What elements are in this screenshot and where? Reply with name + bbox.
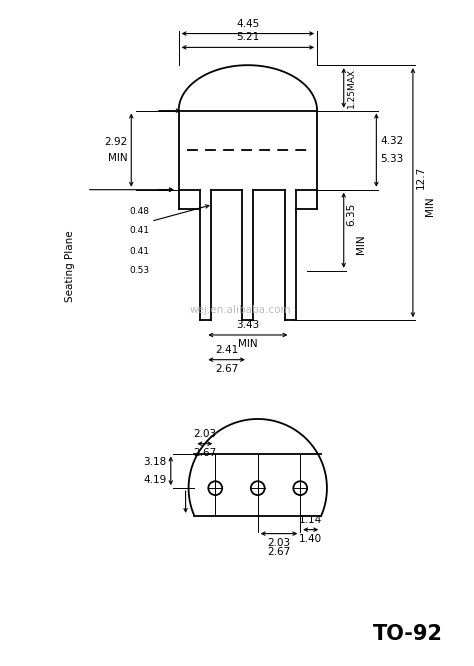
Text: MIN: MIN: [108, 153, 128, 163]
Text: 1.40: 1.40: [299, 533, 322, 543]
Text: 3.18: 3.18: [144, 457, 167, 467]
Text: 2.41: 2.41: [215, 345, 238, 355]
Text: 2.92: 2.92: [104, 137, 128, 147]
Text: MIN: MIN: [238, 339, 258, 349]
Text: 4.45: 4.45: [236, 19, 259, 29]
Text: 5.33: 5.33: [380, 154, 403, 164]
Text: 12.7: 12.7: [416, 165, 426, 188]
Text: 2.67: 2.67: [193, 448, 217, 458]
Text: MIN: MIN: [356, 234, 365, 254]
Text: MIN: MIN: [425, 196, 435, 216]
Text: 0.41: 0.41: [129, 247, 149, 256]
Text: 6.35: 6.35: [346, 203, 357, 226]
Text: 2.03: 2.03: [267, 537, 291, 547]
Text: 4.19: 4.19: [144, 475, 167, 485]
Text: Seating Plane: Seating Plane: [65, 230, 75, 302]
Text: 1.25MAX: 1.25MAX: [346, 68, 356, 108]
Text: TO-92: TO-92: [373, 624, 443, 644]
Text: 2.03: 2.03: [193, 429, 216, 439]
Text: 1.14: 1.14: [299, 515, 322, 525]
Text: 2.67: 2.67: [215, 364, 238, 374]
Text: 3.43: 3.43: [236, 320, 259, 330]
Text: 0.48: 0.48: [129, 207, 149, 216]
Text: 5.21: 5.21: [236, 33, 259, 43]
Text: 0.41: 0.41: [129, 226, 149, 235]
Text: 2.67: 2.67: [267, 547, 291, 557]
Text: 0.53: 0.53: [129, 266, 149, 275]
Text: wej.en.alibaba.com: wej.en.alibaba.com: [189, 305, 291, 315]
Text: 4.32: 4.32: [380, 137, 403, 147]
